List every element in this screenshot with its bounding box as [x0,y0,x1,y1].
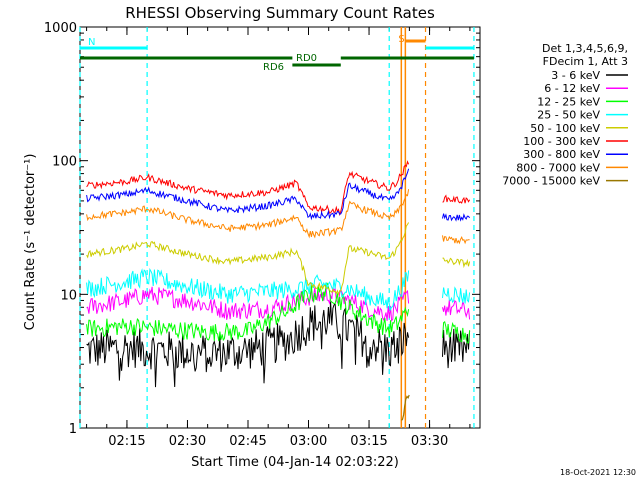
y-axis-label: Count Rate (s⁻¹ detector⁻¹) [23,154,38,331]
series-line [442,257,471,269]
y-tick-label: 1 [69,422,77,437]
legend-entry-label: 12 - 25 keV [537,95,600,108]
legend-entry-label: 100 - 300 keV [523,135,600,148]
legend-entry-label: 3 - 6 keV [551,69,600,82]
footer-timestamp: 18-Oct-2021 12:30 [560,468,636,477]
legend-entry-label: 6 - 12 keV [544,82,600,95]
series-line [86,189,410,239]
x-tick-label: 03:00 [290,434,327,449]
x-tick-label: 02:15 [108,434,145,449]
plot-frame [79,26,481,429]
state-bar-label: S [398,34,404,45]
legend: Det 1,3,4,5,6,9,FDecim 1, Att 33 - 6 keV… [502,42,628,188]
x-tick-label: 02:45 [229,434,266,449]
legend-header: FDecim 1, Att 3 [543,55,628,68]
series-line [442,235,470,245]
series-line [86,267,410,311]
x-axis-label: Start Time (04-Jan-14 02:03:22) [191,455,399,470]
x-tick-label: 03:30 [411,434,448,449]
legend-entry-label: 50 - 100 keV [530,122,600,135]
y-tick-label: 100 [52,155,77,170]
series-line [401,394,410,421]
legend-entry-label: 7000 - 15000 keV [502,175,600,188]
series-line [442,213,471,222]
series-line [86,282,410,342]
series-line [442,286,471,304]
y-tick-label: 1000 [44,21,77,36]
x-tick-label: 02:30 [169,434,206,449]
series-line [86,222,410,297]
chart-title: RHESSI Observing Summary Count Rates [125,4,435,22]
x-tick-label: 03:15 [350,434,387,449]
y-tick-label: 10 [60,288,77,303]
series-line [86,168,410,221]
state-bar-label: RD6 [263,62,284,73]
legend-entry-label: 800 - 7000 keV [516,161,600,174]
series-line [86,286,410,322]
series-line [86,301,410,388]
series-line [442,320,471,344]
series-line [442,194,471,204]
state-bar-label: RD0 [296,53,317,64]
plot-area: 1 10 100 1000 02:15 02:30 02:45 03:00 03:15 03:30… [44,21,481,449]
legend-entry-label: 300 - 800 keV [523,148,600,161]
state-bar-label: N [88,37,95,48]
legend-entry-label: 25 - 50 keV [537,109,600,122]
legend-header: Det 1,3,4,5,6,9, [542,42,628,55]
series-line [442,299,471,320]
series-line [86,160,410,217]
